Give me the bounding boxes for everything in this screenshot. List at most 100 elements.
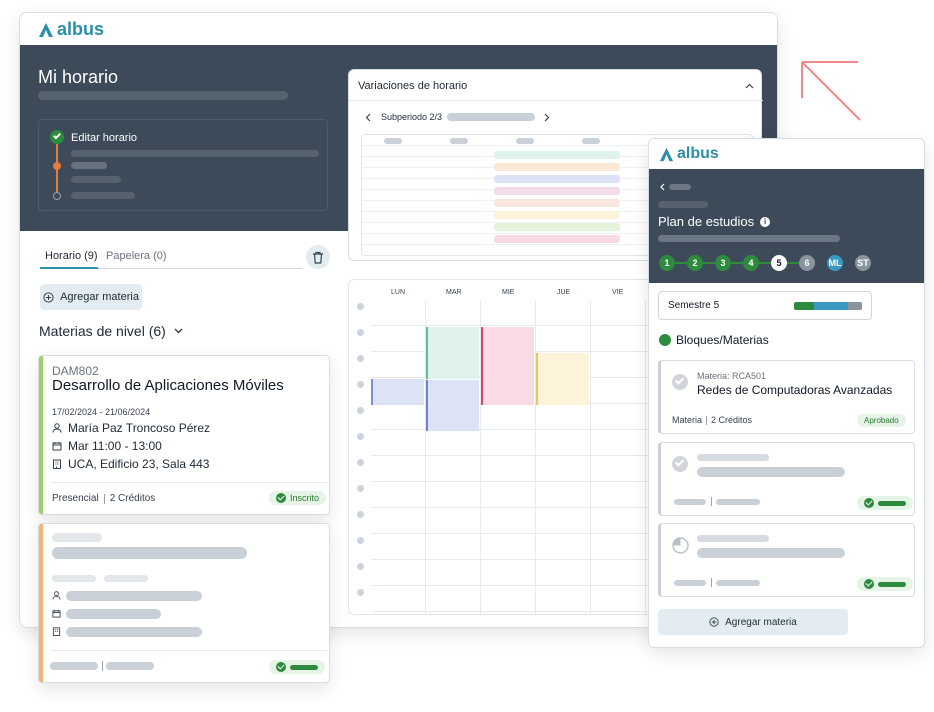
hour-dot bbox=[357, 407, 364, 414]
chevron-down-icon bbox=[174, 328, 183, 334]
status-badge-placeholder bbox=[857, 496, 913, 510]
calendar-event-mie[interactable] bbox=[481, 327, 534, 405]
semester-step-6[interactable]: 6 bbox=[799, 255, 815, 271]
semester-step-1[interactable]: 1 bbox=[659, 255, 675, 271]
blocks-title-label: Bloques/Materias bbox=[676, 333, 769, 347]
status-badge-placeholder bbox=[269, 660, 325, 674]
chevron-left-icon[interactable] bbox=[365, 113, 371, 122]
timeline-dot-pending bbox=[53, 192, 61, 200]
add-subject-button[interactable]: Agregar materia bbox=[40, 284, 142, 310]
placeholder-code bbox=[697, 454, 769, 461]
day-label-mie: MIE bbox=[502, 289, 515, 296]
semester-step-4[interactable]: 4 bbox=[743, 255, 759, 271]
timeline-line-2 bbox=[71, 162, 107, 169]
brand-name: albus bbox=[57, 19, 105, 39]
course-card[interactable]: DAM802 Desarrollo de Aplicaciones Móvile… bbox=[38, 355, 330, 515]
check-circle-icon bbox=[276, 493, 286, 503]
semester-step-3[interactable]: 3 bbox=[715, 255, 731, 271]
back-chevron-icon[interactable] bbox=[660, 183, 665, 191]
course-name: Desarrollo de Aplicaciones Móviles bbox=[52, 377, 284, 394]
study-plan-panel: albus Plan de estudios i 1 2 3 4 5 6 ML … bbox=[648, 138, 925, 648]
trash-button[interactable] bbox=[306, 245, 330, 269]
timeline-line-1 bbox=[71, 150, 319, 157]
subject-type: Materia bbox=[672, 415, 703, 425]
subject-check-icon bbox=[672, 374, 688, 390]
course-location-row: UCA, Edificio 23, Sala 443 bbox=[52, 457, 209, 471]
calendar-event-mar-1[interactable] bbox=[426, 327, 479, 379]
tab-horario[interactable]: Horario (9) bbox=[45, 250, 98, 262]
timeline-dot-current bbox=[53, 162, 61, 170]
page-title: Mi horario bbox=[38, 67, 119, 87]
albus-logo[interactable]: albus bbox=[38, 19, 104, 40]
add-subject-label: Agregar materia bbox=[725, 616, 797, 628]
course-card-loading[interactable] bbox=[38, 523, 330, 683]
semester-step-ml[interactable]: ML bbox=[827, 255, 843, 271]
course-accent-bar-orange bbox=[39, 524, 43, 682]
timeline-card: Editar horario bbox=[38, 119, 328, 211]
semester-step-st[interactable]: ST bbox=[855, 255, 871, 271]
placeholder-location bbox=[66, 627, 202, 637]
subject-card[interactable]: Materia: RCA501 Redes de Computadoras Av… bbox=[658, 360, 915, 434]
course-accent-bar bbox=[39, 356, 43, 514]
placeholder-date-1 bbox=[52, 575, 96, 582]
semester-progress bbox=[794, 302, 862, 310]
subject-card-loading[interactable] bbox=[658, 442, 915, 516]
subject-card-loading[interactable] bbox=[658, 523, 915, 597]
calendar-event-lun[interactable] bbox=[371, 379, 424, 405]
hour-dot bbox=[357, 381, 364, 388]
plus-circle-icon bbox=[43, 291, 54, 303]
info-icon[interactable]: i bbox=[760, 216, 771, 227]
tab-active-indicator bbox=[40, 267, 98, 269]
chevron-up-icon[interactable] bbox=[745, 83, 754, 89]
semester-selector[interactable]: Semestre 5 bbox=[658, 291, 872, 320]
albus-logo[interactable]: albus bbox=[659, 145, 719, 163]
blocks-title: Bloques/Materias bbox=[659, 333, 769, 347]
placeholder-footer-1 bbox=[674, 580, 706, 586]
mini-event-7 bbox=[494, 223, 620, 231]
placeholder-teacher bbox=[66, 591, 202, 601]
chevron-right-icon[interactable] bbox=[544, 113, 550, 122]
placeholder-name bbox=[697, 467, 845, 477]
placeholder-footer-2 bbox=[106, 662, 154, 670]
semester-step-2[interactable]: 2 bbox=[687, 255, 703, 271]
study-plan-header: Plan de estudios i 1 2 3 4 5 6 ML ST bbox=[649, 169, 924, 283]
check-circle-icon bbox=[864, 498, 874, 508]
hour-dot bbox=[357, 511, 364, 518]
subject-status-label: Aprobado bbox=[864, 416, 899, 425]
tab-papelera[interactable]: Papelera (0) bbox=[106, 250, 167, 262]
tab-papelera-label: Papelera (0) bbox=[106, 250, 167, 262]
day-label-mar: MAR bbox=[446, 289, 462, 296]
timeline-connector bbox=[56, 144, 58, 198]
building-icon bbox=[52, 627, 61, 636]
add-subject-button[interactable]: Agregar materia bbox=[658, 609, 848, 635]
status-badge: Inscrito bbox=[269, 491, 327, 505]
semester-label: Semestre 5 bbox=[668, 300, 720, 311]
calendar-icon bbox=[52, 609, 61, 618]
course-location: UCA, Edificio 23, Sala 443 bbox=[68, 457, 210, 471]
placeholder-footer-1 bbox=[50, 662, 98, 670]
level-subjects-title[interactable]: Materias de nivel (6) bbox=[39, 323, 183, 339]
timeline-step-label: Editar horario bbox=[71, 132, 138, 144]
mini-header-4 bbox=[582, 138, 600, 144]
variations-divider bbox=[349, 100, 763, 101]
course-divider bbox=[51, 650, 327, 651]
day-label-vie: VIE bbox=[612, 289, 624, 296]
status-bar-placeholder bbox=[878, 500, 906, 506]
status-badge-placeholder bbox=[857, 577, 913, 591]
semester-step-5[interactable]: 5 bbox=[771, 255, 787, 271]
calendar-event-mar-2[interactable] bbox=[426, 380, 479, 431]
mini-event-6 bbox=[494, 211, 620, 219]
subject-status-badge: Aprobado bbox=[857, 414, 906, 427]
footer-separator bbox=[711, 578, 712, 587]
study-plan-topbar: albus bbox=[649, 139, 924, 169]
tabs-underline bbox=[40, 268, 302, 269]
subject-check-icon bbox=[672, 456, 688, 472]
variations-title: Variaciones de horario bbox=[358, 80, 468, 92]
study-plan-title-label: Plan de estudios bbox=[658, 214, 755, 229]
hour-dot bbox=[357, 433, 364, 440]
calendar-event-jue[interactable] bbox=[536, 353, 589, 405]
footer-separator bbox=[706, 415, 708, 425]
tab-horario-label: Horario (9) bbox=[45, 250, 98, 262]
mini-event-4 bbox=[494, 187, 620, 195]
placeholder-code bbox=[52, 533, 102, 542]
